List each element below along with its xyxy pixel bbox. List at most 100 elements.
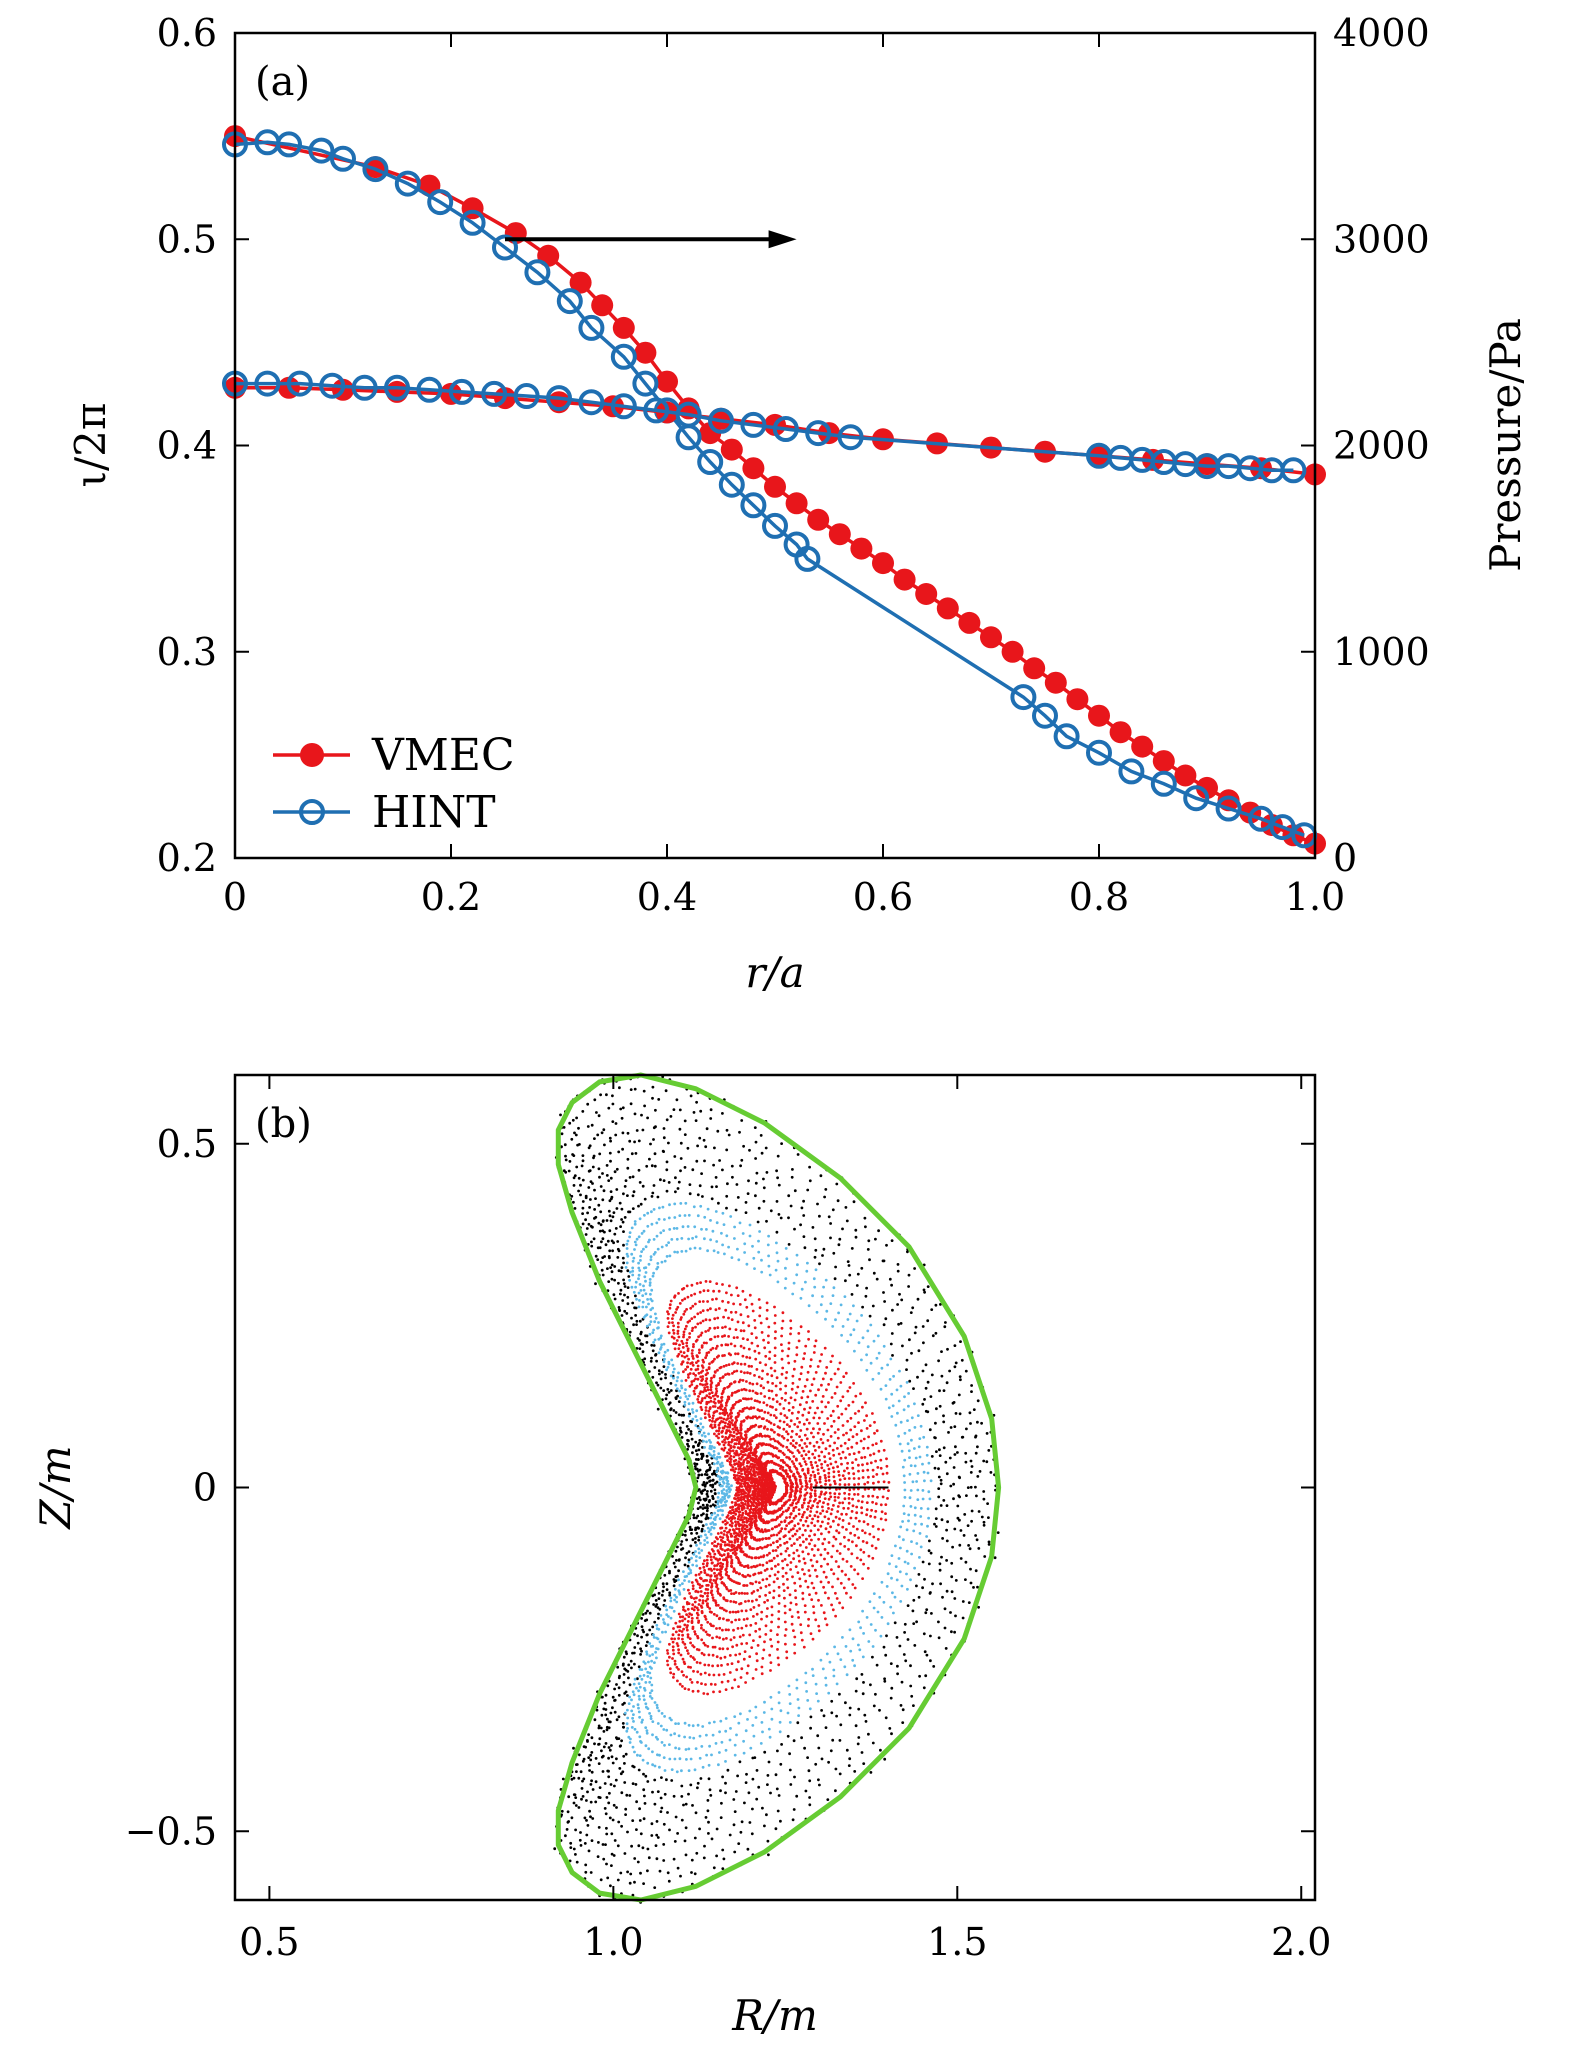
poincare-point	[708, 1673, 711, 1676]
poincare-point	[623, 1681, 626, 1684]
poincare-point	[725, 1637, 728, 1640]
poincare-point	[907, 1392, 910, 1395]
poincare-point	[688, 1402, 691, 1405]
poincare-point	[711, 1197, 714, 1200]
poincare-point	[712, 1734, 715, 1737]
poincare-point	[679, 1683, 682, 1686]
poincare-point	[762, 1387, 765, 1390]
poincare-point	[574, 1853, 577, 1856]
poincare-point	[945, 1647, 948, 1650]
poincare-point	[611, 1278, 614, 1281]
poincare-point	[778, 1586, 781, 1589]
poincare-point	[658, 1597, 661, 1600]
poincare-point	[706, 1249, 709, 1252]
poincare-point	[873, 1705, 876, 1708]
poincare-point	[804, 1529, 807, 1532]
poincare-point	[564, 1171, 567, 1174]
poincare-point	[748, 1348, 751, 1351]
poincare-point	[698, 1649, 701, 1652]
poincare-point	[749, 1624, 752, 1627]
poincare-point	[705, 1816, 708, 1819]
poincare-point	[697, 1614, 700, 1617]
y-tick-label: 0.5	[157, 217, 217, 261]
poincare-point	[967, 1486, 970, 1489]
poincare-point	[588, 1810, 591, 1813]
poincare-point	[677, 1569, 680, 1572]
poincare-point	[713, 1249, 716, 1252]
poincare-point	[788, 1685, 791, 1688]
poincare-point	[862, 1447, 865, 1450]
poincare-point	[706, 1507, 709, 1510]
poincare-point	[768, 1389, 771, 1392]
poincare-point	[706, 1693, 709, 1696]
poincare-point	[748, 1710, 751, 1713]
poincare-point	[927, 1285, 930, 1288]
poincare-point	[618, 1686, 621, 1689]
poincare-point	[661, 1631, 664, 1634]
poincare-point	[689, 1637, 692, 1640]
poincare-point	[723, 1533, 726, 1536]
poincare-point	[744, 1681, 747, 1684]
poincare-point	[569, 1842, 572, 1845]
poincare-point	[744, 1600, 747, 1603]
poincare-point	[817, 1625, 820, 1628]
poincare-point	[622, 1230, 625, 1233]
poincare-point	[942, 1414, 945, 1417]
poincare-point	[705, 1377, 708, 1380]
poincare-point	[771, 1382, 774, 1385]
poincare-point	[617, 1821, 620, 1824]
poincare-point	[718, 1159, 721, 1162]
poincare-point	[877, 1229, 880, 1232]
poincare-point	[676, 1098, 679, 1101]
poincare-point	[690, 1420, 693, 1423]
poincare-point	[816, 1511, 819, 1514]
poincare-point	[876, 1664, 879, 1667]
poincare-point	[663, 1179, 666, 1182]
poincare-point	[628, 1696, 631, 1699]
poincare-point	[738, 1592, 741, 1595]
poincare-point	[751, 1245, 754, 1248]
poincare-point	[698, 1432, 701, 1435]
poincare-point	[647, 1661, 650, 1664]
poincare-point	[626, 1243, 629, 1246]
poincare-point	[627, 1158, 630, 1161]
poincare-point	[608, 1256, 611, 1259]
poincare-point	[809, 1406, 812, 1409]
poincare-point	[664, 1769, 667, 1772]
poincare-point	[711, 1186, 714, 1189]
poincare-point	[619, 1872, 622, 1875]
poincare-point	[924, 1650, 927, 1653]
poincare-point	[731, 1419, 734, 1422]
poincare-point	[960, 1557, 963, 1560]
poincare-point	[634, 1678, 637, 1681]
poincare-point	[622, 1221, 625, 1224]
poincare-point	[693, 1393, 696, 1396]
poincare-point	[857, 1743, 860, 1746]
poincare-point	[983, 1521, 986, 1524]
poincare-point	[793, 1423, 796, 1426]
poincare-point	[840, 1513, 843, 1516]
poincare-point	[802, 1200, 805, 1203]
poincare-point	[700, 1682, 703, 1685]
poincare-point	[743, 1618, 746, 1621]
poincare-point	[846, 1220, 849, 1223]
poincare-point	[688, 1724, 691, 1727]
poincare-point	[622, 1722, 625, 1725]
poincare-point	[698, 1603, 701, 1606]
poincare-point	[721, 1536, 724, 1539]
poincare-point	[807, 1371, 810, 1374]
poincare-point	[644, 1668, 647, 1671]
poincare-point	[592, 1788, 595, 1791]
poincare-point	[587, 1824, 590, 1827]
poincare-point	[692, 1737, 695, 1740]
poincare-point	[854, 1229, 857, 1232]
poincare-point	[682, 1360, 685, 1363]
poincare-point	[798, 1707, 801, 1710]
poincare-point	[647, 1848, 650, 1851]
poincare-point	[760, 1322, 763, 1325]
poincare-point	[695, 1449, 698, 1452]
poincare-point	[585, 1233, 588, 1236]
poincare-point	[682, 1342, 685, 1345]
poincare-point	[597, 1855, 600, 1858]
poincare-point	[609, 1266, 612, 1269]
